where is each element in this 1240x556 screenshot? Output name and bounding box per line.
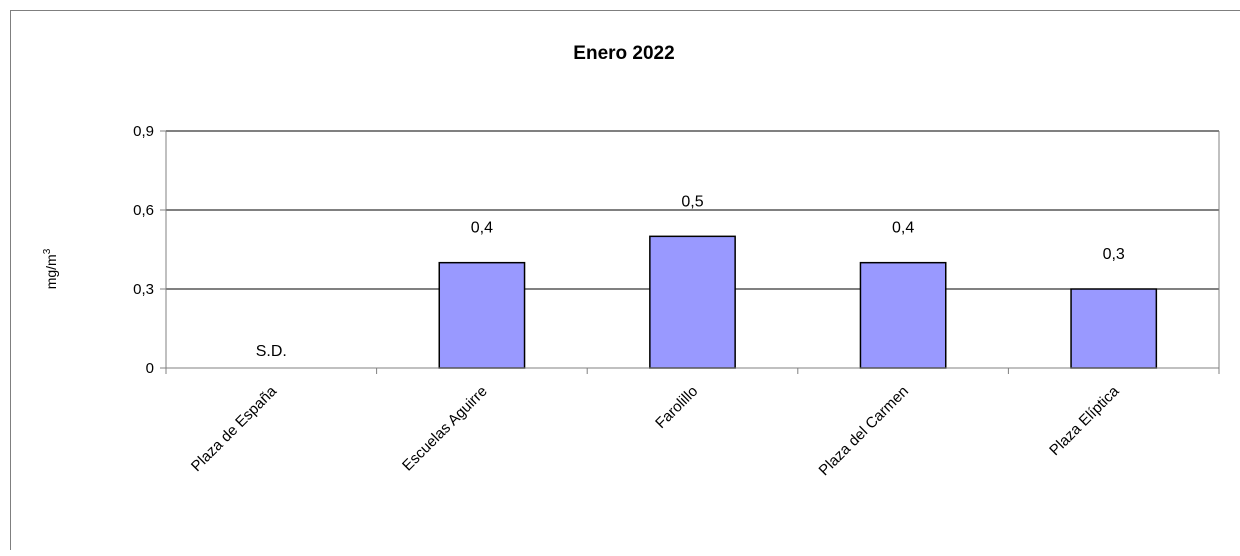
y-tick-label: 0,6 [133, 202, 154, 219]
labels: 0 0,3 0,6 0,9 S.D. Plaza de España 0,4 Escuelas… [133, 123, 1125, 479]
y-tick-label: 0,3 [133, 281, 154, 298]
axes [160, 130, 1220, 374]
data-label: 0,4 [471, 220, 493, 237]
y-axis-label-superscript: 3 [42, 248, 53, 254]
y-tick-label: 0 [146, 360, 154, 377]
data-label: 0,5 [681, 193, 703, 210]
data-label: 0,4 [892, 220, 914, 237]
chart-frame: Enero 2022 mg/m3 0 0,3 0,6 0,9 S.D. Plaza de … [10, 10, 1240, 550]
category-label: Plaza del Carmen [816, 383, 912, 479]
category-label: Plaza de España [188, 382, 281, 475]
y-tick-label: 0,9 [133, 123, 154, 140]
bars [438, 235, 1158, 369]
y-axis-label-text: mg/m [43, 254, 59, 289]
y-axis-label: mg/m3 [42, 248, 59, 289]
bar [649, 235, 736, 369]
data-label: S.D. [256, 343, 287, 360]
category-label: Escuelas Aguirre [399, 383, 491, 475]
bar [1070, 288, 1158, 369]
data-label: 0,3 [1103, 246, 1125, 263]
bar-chart: Enero 2022 mg/m3 0 0,3 0,6 0,9 S.D. Plaza de … [42, 43, 1220, 479]
bar [859, 261, 947, 369]
chart-title: Enero 2022 [573, 43, 674, 64]
category-label: Farolillo [652, 383, 701, 432]
category-label: Plaza Elíptica [1046, 382, 1123, 459]
bar [438, 261, 526, 369]
